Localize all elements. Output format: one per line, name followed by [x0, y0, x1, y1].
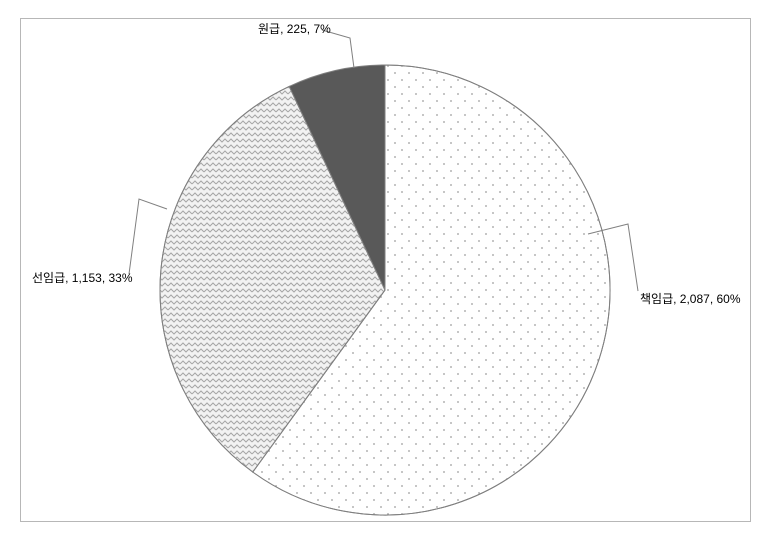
slice-label-seonim: 선임급, 1,153, 33% — [32, 269, 133, 286]
slice-label-wongeup: 원급, 225, 7% — [258, 20, 331, 37]
slice-label-chaekim: 책임급, 2,087, 60% — [640, 290, 741, 307]
